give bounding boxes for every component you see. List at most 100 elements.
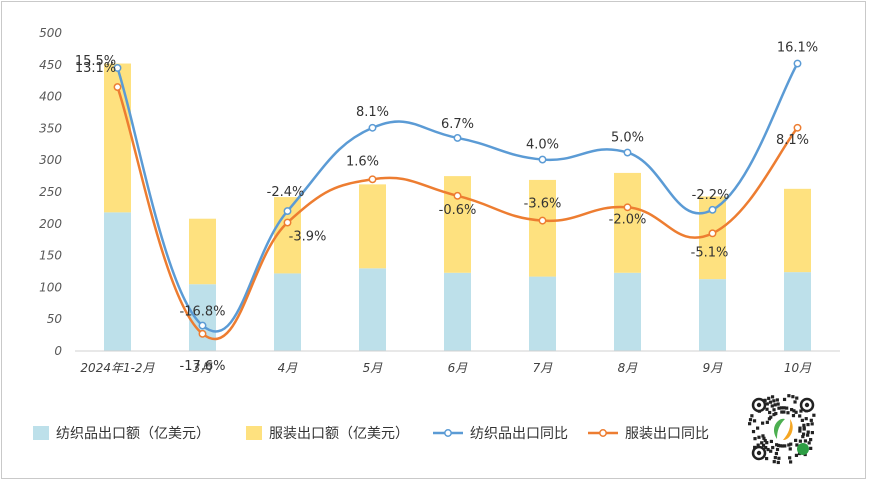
qr-dot [762,436,766,440]
bar-apparel [359,184,386,269]
qr-dot [789,442,793,446]
legend-swatch [246,426,262,440]
qr-dot [765,441,769,445]
point-textile-yoy [793,59,802,68]
qr-dot [772,460,776,464]
qr-dot [782,406,786,410]
qr-dot [772,399,776,403]
legend-label: 纺织品出口同比 [470,426,568,442]
qr-dot [782,410,786,414]
x-tick-label: 7月 [533,361,554,375]
y-tick-label: 100 [39,280,62,294]
data-label-apparel-yoy: 1.6% [346,154,379,169]
qr-dot [798,439,802,443]
legend-item: 服装出口额（亿美元） [246,426,409,442]
legend-label: 服装出口额（亿美元） [269,426,409,442]
qr-dot [810,422,814,426]
qr-dot [775,447,780,452]
qr-dot [788,456,792,460]
qr-dot [768,410,772,415]
qr-dot [761,421,765,425]
point-apparel-yoy [708,229,717,238]
qr-dot [769,439,774,444]
qr-dot [779,444,783,448]
qr-dot [756,443,760,447]
qr-dot [806,433,810,437]
data-label-apparel-yoy: -2.0% [609,212,647,227]
qr-dot [780,410,784,414]
qr-dot [809,446,813,450]
qr-dot [765,456,769,461]
qr-dot [769,415,773,419]
qr-dot [794,453,799,457]
legend-swatch [33,426,49,440]
qr-logo-flame [783,419,793,441]
point-textile-yoy [368,123,377,132]
qr-dot [791,395,795,399]
x-axis: 2024年1-2月 3月 4月 5月 6月 7月 8月 9月 10月 [80,361,812,375]
qr-logo-leaf [774,418,785,439]
data-label-apparel-yoy: -17.6% [180,359,226,374]
qr-dot [787,394,791,398]
qr-dot [763,398,767,402]
qr-dot [748,418,753,422]
data-label-textile-yoy: 4.0% [526,138,559,153]
qr-dot [765,420,769,424]
y-tick-label: 200 [39,217,62,231]
qr-dot [807,441,811,445]
point-apparel-yoy [623,203,632,212]
qr-dot [806,422,810,427]
qr-dot [752,419,757,423]
legend-item: 纺织品出口额（亿美元） [33,426,210,442]
qr-dot [791,414,796,418]
bar-textile [699,279,726,351]
qr-dot [785,406,789,410]
data-label-apparel-yoy: -0.6% [439,203,477,218]
qr-dot [777,406,781,410]
qr-dot [772,408,776,412]
x-tick-label: 5月 [363,361,384,375]
legend-label: 纺织品出口额（亿美元） [56,426,210,442]
bar-apparel [529,179,556,277]
bar-textile [104,212,131,351]
x-tick-label: 4月 [278,361,299,375]
point-apparel-yoy [793,123,802,132]
x-tick-label: 8月 [618,361,639,375]
qr-dot [790,408,794,412]
y-tick-label: 50 [47,312,63,326]
qr-dot [770,404,774,408]
bar-textile [529,276,556,351]
point-textile-yoy [708,205,717,214]
qr-dot [798,414,802,418]
y-tick-label: 0 [54,344,62,358]
qr-dot [769,449,773,453]
data-label-textile-yoy: 15.5% [75,54,116,69]
point-textile-yoy [283,207,292,216]
bar-textile [359,268,386,351]
qr-dot [776,460,780,465]
qr-dot [802,426,806,430]
x-tick-label: 6月 [448,361,469,375]
x-tick-label: 2024年1-2月 [80,361,155,375]
bar-apparel [784,188,811,273]
qr-dot [772,412,776,417]
legend-item: 纺织品出口同比 [433,426,568,442]
qr-dot [776,402,780,406]
data-label-textile-yoy: 16.1% [777,41,818,56]
qr-dot [798,426,802,430]
data-label-textile-yoy: -2.2% [692,188,730,203]
qr-center [768,414,798,444]
bar-textile [274,273,301,351]
point-textile-yoy [453,133,462,142]
point-apparel-yoy [283,218,292,227]
qr-dot [773,403,777,407]
qr-dot [761,434,765,438]
point-textile-yoy [198,321,207,330]
qr-dot [760,441,764,445]
data-label-textile-yoy: -2.4% [267,185,305,200]
qr-dot [786,411,790,415]
point-textile-yoy [113,64,122,72]
qr-dot [793,400,797,404]
qr-dot [773,455,777,460]
